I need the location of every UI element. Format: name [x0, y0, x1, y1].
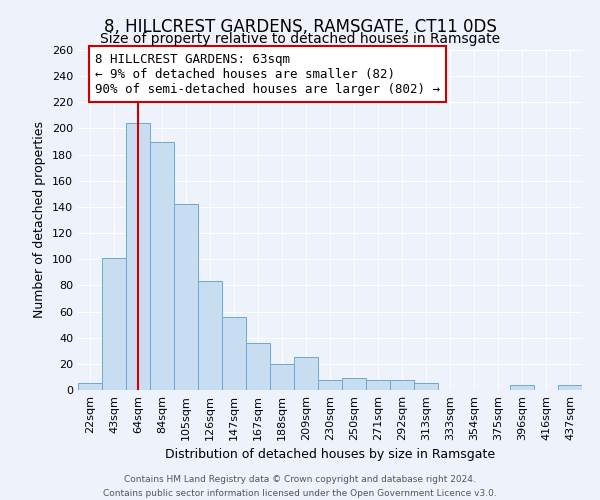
Y-axis label: Number of detached properties: Number of detached properties: [34, 122, 46, 318]
Text: Size of property relative to detached houses in Ramsgate: Size of property relative to detached ho…: [100, 32, 500, 46]
Bar: [342, 378, 366, 390]
Bar: [510, 385, 534, 390]
Bar: [126, 123, 150, 390]
Bar: [150, 142, 174, 390]
Bar: [78, 384, 102, 390]
Bar: [198, 282, 222, 390]
Bar: [102, 258, 126, 390]
X-axis label: Distribution of detached houses by size in Ramsgate: Distribution of detached houses by size …: [165, 448, 495, 462]
Bar: [318, 380, 342, 390]
Bar: [174, 204, 198, 390]
Bar: [246, 343, 270, 390]
Bar: [222, 317, 246, 390]
Bar: [414, 384, 438, 390]
Bar: [558, 385, 582, 390]
Bar: [294, 358, 318, 390]
Text: Contains HM Land Registry data © Crown copyright and database right 2024.
Contai: Contains HM Land Registry data © Crown c…: [103, 476, 497, 498]
Bar: [270, 364, 294, 390]
Bar: [390, 380, 414, 390]
Bar: [366, 380, 390, 390]
Text: 8 HILLCREST GARDENS: 63sqm
← 9% of detached houses are smaller (82)
90% of semi-: 8 HILLCREST GARDENS: 63sqm ← 9% of detac…: [95, 52, 440, 96]
Text: 8, HILLCREST GARDENS, RAMSGATE, CT11 0DS: 8, HILLCREST GARDENS, RAMSGATE, CT11 0DS: [104, 18, 496, 36]
